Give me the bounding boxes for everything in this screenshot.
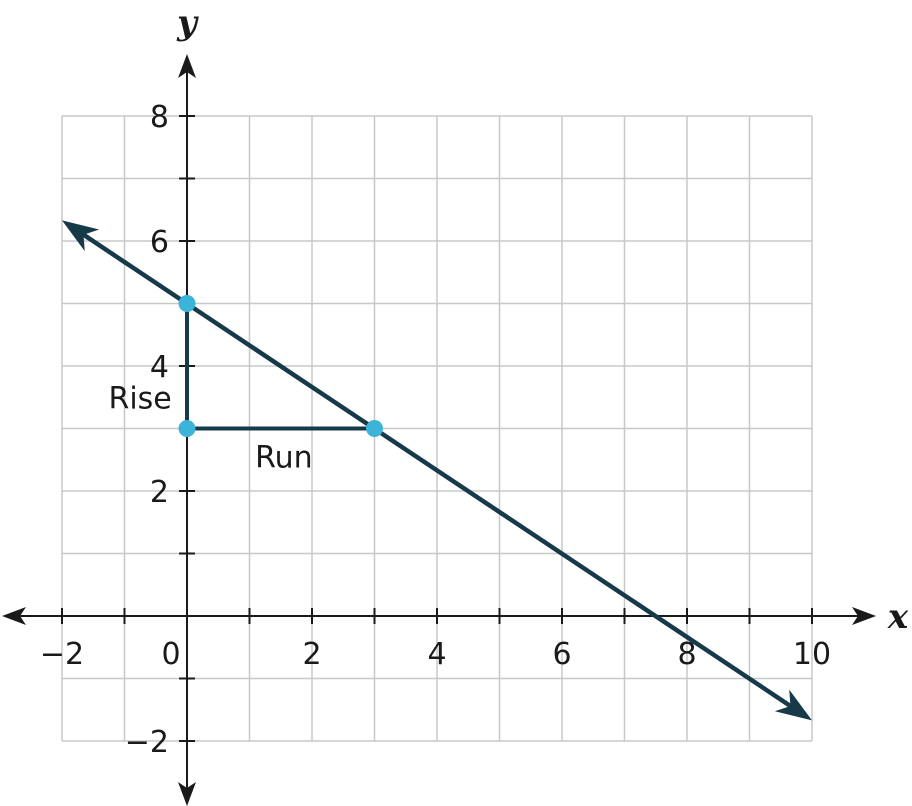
line-arrow-end — [774, 689, 812, 721]
annotation-rise: Rise — [108, 381, 171, 416]
x-tick-label: 10 — [793, 637, 831, 672]
y-tick-label: 4 — [150, 350, 169, 385]
y-axis-title: y — [176, 3, 199, 43]
data-point — [178, 420, 196, 437]
y-tick-label: −2 — [125, 725, 169, 760]
x-tick-label: 8 — [677, 637, 696, 672]
axes — [2, 54, 876, 806]
x-tick-label: 0 — [161, 637, 180, 672]
x-tick-label: 2 — [302, 637, 321, 672]
y-axis-arrow-up — [178, 54, 196, 78]
x-tick-label: −2 — [40, 637, 84, 672]
grid — [61, 115, 813, 742]
line-series — [81, 232, 793, 709]
x-axis-arrow-right — [852, 607, 876, 625]
data-point — [366, 420, 383, 437]
y-tick-label: 8 — [150, 100, 169, 135]
x-axis-title: x — [887, 597, 909, 637]
y-tick-label: 2 — [150, 475, 169, 510]
series-layer — [62, 220, 812, 721]
annotation-run: Run — [255, 441, 313, 476]
data-point — [178, 295, 196, 312]
y-axis-arrow-down — [178, 782, 196, 806]
y-tick-label: 6 — [150, 225, 169, 260]
x-tick-label: 4 — [427, 637, 446, 672]
x-axis-arrow-left — [2, 607, 26, 625]
labels-layer: −2 0 2 4 6 8 10 −2 2 4 6 8 x y Rise Run — [40, 3, 909, 760]
x-tick-label: 6 — [552, 637, 571, 672]
line-arrow-start — [62, 220, 100, 252]
